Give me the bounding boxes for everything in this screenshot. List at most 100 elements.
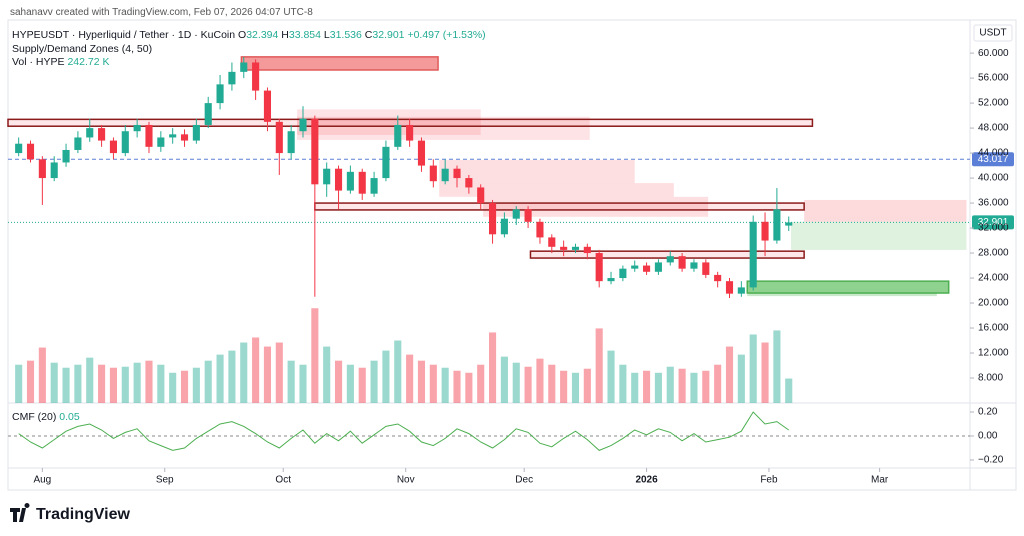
zone	[746, 280, 950, 294]
volume-bar	[702, 370, 710, 403]
candle-body	[571, 246, 580, 250]
y-tick-label: 52.000	[978, 98, 1009, 109]
candle-body	[121, 131, 129, 154]
volume-bar	[417, 360, 426, 403]
volume-bar	[145, 360, 153, 403]
y-tick-label: 36.000	[978, 198, 1009, 209]
candle-body	[761, 221, 769, 241]
candle-body	[382, 146, 390, 179]
legend-main: HYPEUSDT · Hyperliquid / Tether · 1D · K…	[12, 29, 486, 41]
y-tick-label: 28.000	[978, 248, 1009, 259]
volume-bar	[725, 346, 734, 403]
candle-body	[406, 124, 414, 141]
price-label-box	[972, 152, 1014, 167]
candle-body	[619, 268, 627, 279]
o-value: 32.394	[246, 29, 279, 41]
volume-bar	[263, 346, 272, 403]
candle-body	[145, 124, 153, 147]
candle-body	[702, 262, 710, 275]
candle-body	[595, 253, 603, 282]
candle-body	[346, 171, 354, 191]
zone	[240, 56, 439, 71]
chart-frame	[7, 19, 1017, 491]
volume-bar	[216, 354, 224, 403]
candle-body	[394, 124, 402, 147]
volume-bar	[737, 354, 745, 403]
candle-body	[678, 256, 686, 269]
volume-bar	[654, 372, 662, 403]
volume-bar	[785, 378, 793, 403]
volume-bar	[358, 367, 366, 403]
candle-body	[74, 137, 82, 150]
volume-bar	[311, 308, 319, 403]
candle-body	[228, 71, 236, 85]
volume-bar	[382, 350, 390, 403]
candle-body	[311, 118, 319, 185]
volume-bar	[394, 340, 402, 403]
zone	[747, 293, 937, 297]
volume-bar	[38, 347, 46, 403]
brand-logo	[10, 502, 30, 522]
volume-bar	[406, 354, 414, 403]
zone	[439, 183, 674, 197]
volume-bar	[169, 372, 177, 403]
candle-body	[607, 278, 615, 282]
candle-body	[169, 134, 177, 138]
volume-bar	[204, 360, 212, 403]
x-tick-label: Dec	[515, 475, 533, 486]
zone	[483, 196, 709, 217]
candle-body	[785, 222, 793, 226]
volume-bar	[512, 362, 520, 403]
candle-body	[725, 281, 734, 294]
y-tick-label: 12.000	[978, 348, 1009, 359]
candle-body	[98, 128, 106, 141]
x-tick-label: Mar	[871, 475, 889, 486]
volume-bar	[441, 367, 449, 403]
volume-bar	[157, 364, 165, 403]
zone	[804, 199, 967, 222]
candle-body	[240, 62, 248, 72]
cmf-title: CMF (20)	[12, 411, 57, 423]
volume-bar	[524, 366, 532, 403]
y-tick-label: 56.000	[978, 73, 1009, 84]
cmf-tick-label: −0.20	[978, 455, 1004, 466]
volume-bar	[631, 372, 639, 403]
volume-bar	[334, 360, 343, 403]
volume-bar	[749, 334, 757, 403]
volume-bar	[86, 357, 94, 403]
h-value: 33.854	[288, 29, 321, 41]
candle-body	[299, 118, 307, 132]
zone	[297, 109, 481, 135]
change: +0.497 (+1.53%)	[407, 29, 486, 41]
volume-bar	[536, 358, 544, 403]
candle-body	[441, 168, 449, 182]
volume-bar	[26, 360, 35, 403]
candle-body	[192, 124, 200, 141]
zone	[297, 116, 590, 140]
zone	[314, 202, 805, 211]
candle-body	[500, 218, 508, 235]
volume-title: Vol · HYPE	[12, 56, 65, 68]
candle-body	[465, 178, 473, 188]
candle-body	[429, 165, 437, 182]
x-tick-label: Sep	[156, 475, 174, 486]
volume-bar	[287, 360, 295, 403]
candle-body	[38, 159, 46, 179]
candle-body	[204, 103, 212, 125]
candle-body	[643, 265, 651, 272]
brand: TradingView	[36, 506, 131, 523]
candle-body	[133, 124, 141, 132]
candle-body	[548, 237, 556, 247]
cmf-value: 0.05	[59, 411, 80, 423]
zone	[791, 221, 967, 250]
volume-bar	[761, 342, 769, 403]
volume-bar	[666, 366, 674, 403]
volume-bar	[465, 372, 473, 403]
candle-body	[749, 221, 757, 288]
y-tick-label: 24.000	[978, 273, 1009, 284]
candle-body	[524, 209, 532, 222]
price-label: 32.901	[978, 217, 1009, 228]
candle-body	[631, 265, 639, 269]
candle-body	[323, 168, 331, 185]
